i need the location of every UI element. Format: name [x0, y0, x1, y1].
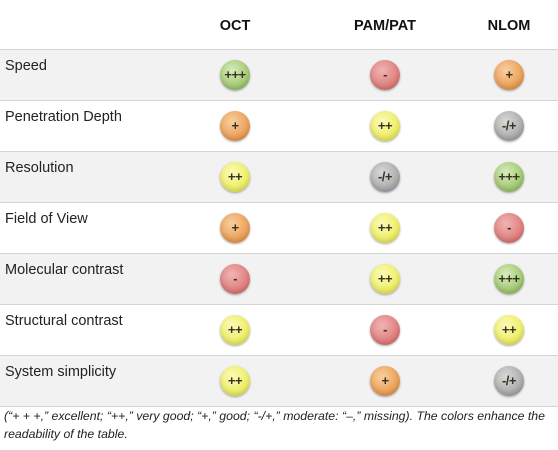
rating-badge: +++: [494, 162, 524, 192]
column-header-oct: OCT: [219, 17, 251, 34]
table-row: Resolution ++ -/+ +++: [0, 151, 558, 203]
table-row: Molecular contrast - ++ +++: [0, 253, 558, 305]
column-header-pam-pat: PAM/PAT: [353, 17, 417, 34]
rating-badge: +: [370, 366, 400, 396]
rating-badge: ++: [370, 111, 400, 141]
rating-badge: ++: [220, 366, 250, 396]
rating-badge: ++: [494, 315, 524, 345]
rating-badge: ++: [220, 315, 250, 345]
comparison-table: OCT PAM/PAT NLOM Speed +++ - + Penetrati…: [0, 2, 558, 407]
row-label: Field of View: [5, 211, 88, 227]
row-label: Structural contrast: [5, 313, 123, 329]
rating-badge: -/+: [370, 162, 400, 192]
table-row: Penetration Depth + ++ -/+: [0, 100, 558, 152]
row-label: System simplicity: [5, 364, 117, 380]
row-label: Speed: [5, 58, 47, 74]
table-row: Structural contrast ++ - ++: [0, 304, 558, 356]
rating-badge: +: [494, 60, 524, 90]
row-label: Molecular contrast: [5, 262, 124, 278]
row-label: Penetration Depth: [5, 109, 122, 125]
row-label: Resolution: [5, 160, 74, 176]
rating-badge: +++: [494, 264, 524, 294]
rating-badge: +++: [220, 60, 250, 90]
column-header-nlom: NLOM: [487, 17, 531, 34]
rating-badge: -: [370, 60, 400, 90]
rating-badge: -/+: [494, 366, 524, 396]
table-row: System simplicity ++ + -/+: [0, 355, 558, 407]
rating-badge: +: [220, 111, 250, 141]
rating-badge: ++: [370, 213, 400, 243]
rating-badge: -/+: [494, 111, 524, 141]
table-caption: (“+ + +,” excellent; “++,” very good; “+…: [4, 409, 545, 441]
rating-badge: -: [370, 315, 400, 345]
rating-badge: ++: [220, 162, 250, 192]
rating-badge: -: [220, 264, 250, 294]
rating-badge: +: [220, 213, 250, 243]
corner-cell: [0, 2, 160, 50]
table-row: Speed +++ - +: [0, 49, 558, 101]
table-row: Field of View + ++ -: [0, 202, 558, 254]
rating-badge: -: [494, 213, 524, 243]
header-row: OCT PAM/PAT NLOM: [0, 2, 558, 50]
rating-badge: ++: [370, 264, 400, 294]
